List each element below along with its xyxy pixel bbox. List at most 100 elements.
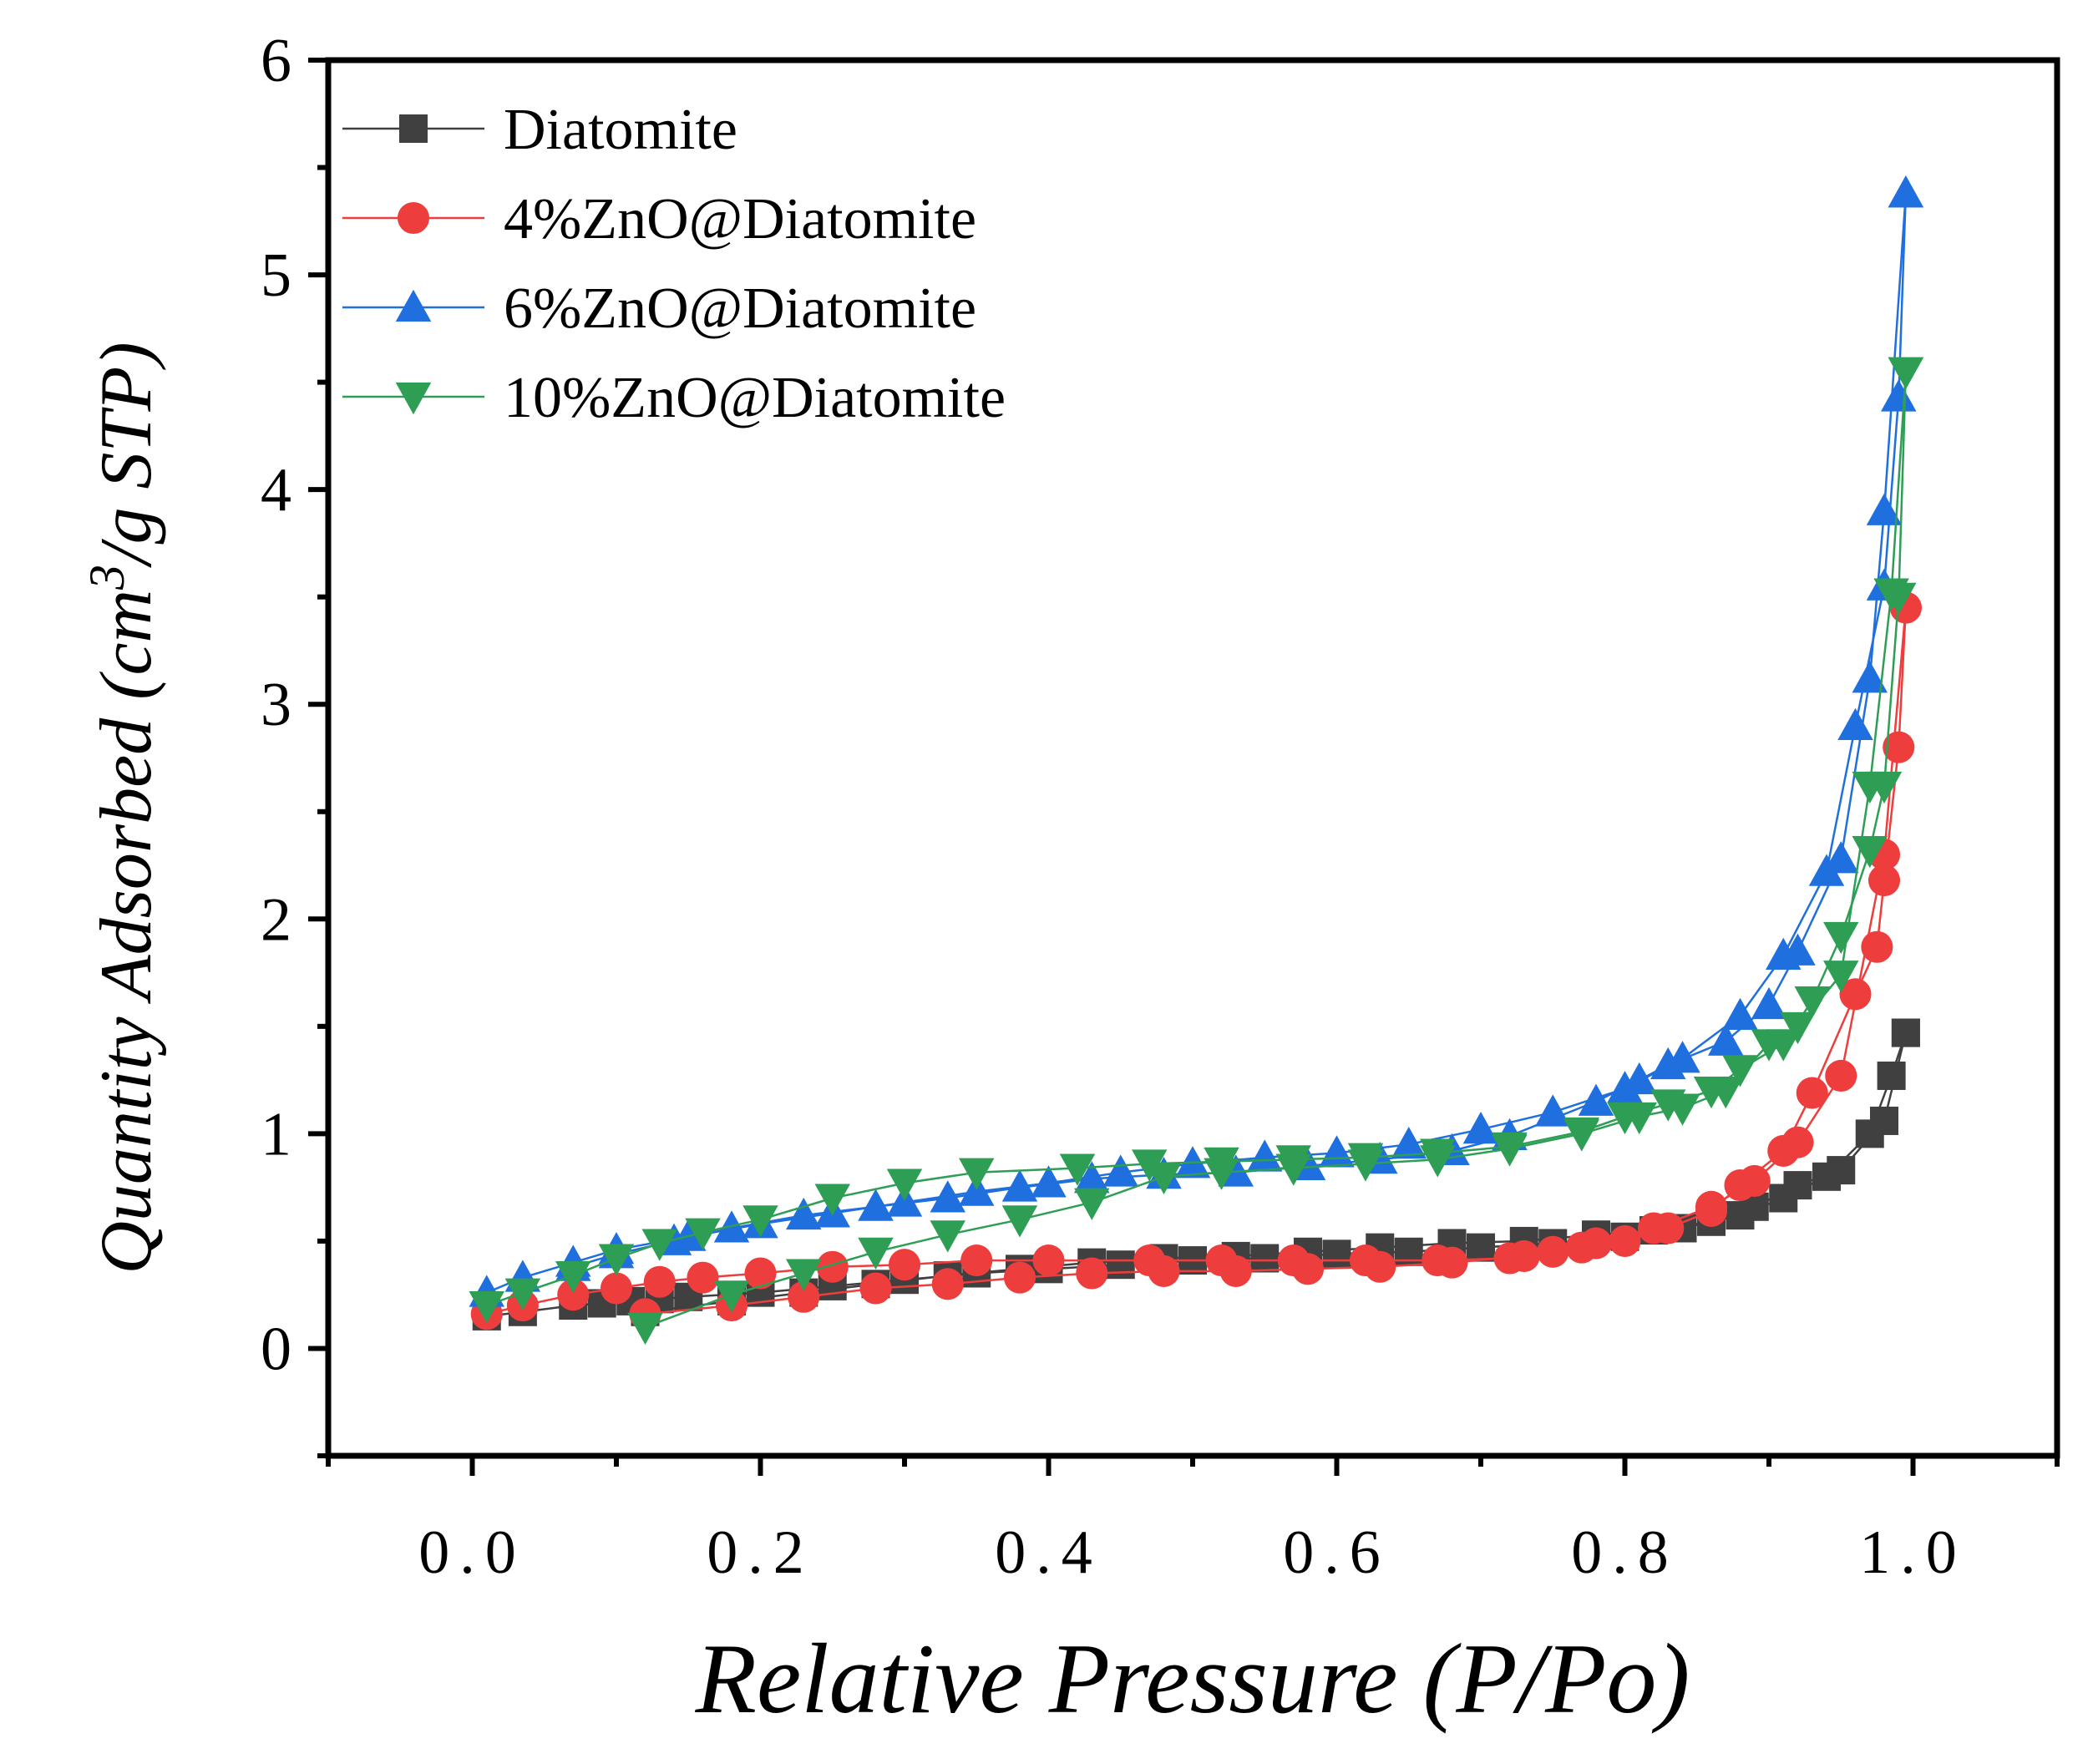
x-tick-label: 0.6 [1283,1518,1391,1587]
data-point [1148,1255,1180,1287]
y-axis-title-superscript: 3 [79,565,134,591]
x-tick-label: 0.2 [707,1518,814,1587]
data-point [1001,1169,1038,1202]
data-point [1783,1171,1812,1200]
data-point [687,1261,719,1294]
data-point [1867,864,1901,897]
legend-label: 4%ZnO@Diatomite [504,187,976,251]
data-point [1436,1246,1468,1279]
data-point [1823,921,1859,955]
data-point [1823,841,1859,874]
data-point [1891,1018,1920,1047]
data-point [1794,986,1830,1019]
data-point [1823,961,1859,993]
data-point [1219,1255,1252,1287]
x-tick-label: 0.4 [995,1518,1102,1587]
x-axis-title: Relative Pressure (P/Po) [695,1623,1690,1734]
legend-marker [395,289,432,322]
data-point [1781,1126,1814,1158]
y-tick-label: 4 [261,456,291,525]
data-point [1650,1047,1686,1080]
y-axis-title-tail: /g STP) [86,342,167,568]
x-tick-label: 0.8 [1571,1518,1679,1587]
data-point [1032,1244,1065,1277]
data-point [786,1259,822,1291]
data-point [788,1280,820,1313]
data-point [1825,1059,1857,1092]
data-point [1578,1083,1614,1116]
data-point [1870,1106,1898,1135]
legend-item: Diatomite [342,98,737,162]
data-point [1102,1154,1138,1187]
data-point [1563,1119,1599,1152]
data-point [600,1272,633,1305]
data-point [469,1291,504,1324]
data-point [742,1205,778,1238]
data-point [1621,1062,1657,1095]
data-point [627,1312,663,1346]
data-point [1695,1190,1728,1223]
data-point [1106,1250,1135,1280]
data-point [1074,1161,1110,1194]
data-point [685,1218,721,1250]
y-tick-label: 0 [261,1315,291,1383]
y-tick-label: 3 [261,671,291,739]
data-point [1883,731,1915,763]
data-point [1827,1156,1856,1185]
data-point [1852,661,1888,693]
data-point [1607,1071,1643,1103]
legend-marker [395,383,432,415]
data-point [1535,1094,1571,1127]
data-point [930,1180,965,1213]
data-point [1861,930,1893,963]
data-point [1637,1212,1670,1244]
data-point [1420,1145,1456,1178]
legend-marker [397,201,430,235]
data-point [1322,1239,1351,1269]
data-point [1579,1227,1613,1260]
data-point [1837,707,1873,740]
data-point [1076,1257,1108,1290]
legend-item: 6%ZnO@Diatomite [342,276,976,341]
y-tick-label: 6 [261,27,291,95]
series-10%ZnO@Diatomite [469,357,1924,1346]
data-point [816,1250,849,1283]
data-point [643,1265,676,1298]
data-point [1508,1239,1540,1272]
data-point [1467,1233,1495,1262]
series-6%ZnO@Diatomite [469,175,1924,1307]
data-point [1001,1205,1038,1238]
y-tick-label: 1 [261,1100,291,1168]
axis-layer: 0 1 2 3 4 5 6 0.0 0.2 0.4 0.6 0.8 1.0 [261,27,2060,1587]
data-point [1796,1077,1828,1109]
data-point [1881,379,1917,412]
y-axis-title-main: Quantity Adsorbed (cm [86,590,167,1275]
data-point [1866,493,1903,525]
data-point [1839,978,1872,1011]
data-point [1074,1188,1110,1220]
data-point [1492,1134,1528,1167]
data-point [1708,1076,1744,1109]
data-point [1537,1235,1569,1268]
data-point [1877,1061,1906,1090]
data-point [1852,771,1888,804]
data-point [1722,997,1758,1030]
data-point [858,1189,894,1221]
x-tick-label: 0.0 [418,1518,526,1587]
data-point [960,1244,993,1277]
data-point [713,1280,750,1313]
data-point [641,1229,677,1261]
data-point [504,1278,541,1310]
legend-label: 6%ZnO@Diatomite [504,276,976,341]
data-point [1751,986,1787,1020]
data-point [1275,1153,1311,1186]
data-point [1665,1093,1700,1126]
data-point [1031,1165,1067,1198]
data-point [1003,1261,1036,1294]
data-point [1738,1164,1771,1197]
data-point [1347,1149,1384,1182]
data-point [557,1279,590,1311]
data-point [1888,357,1924,390]
